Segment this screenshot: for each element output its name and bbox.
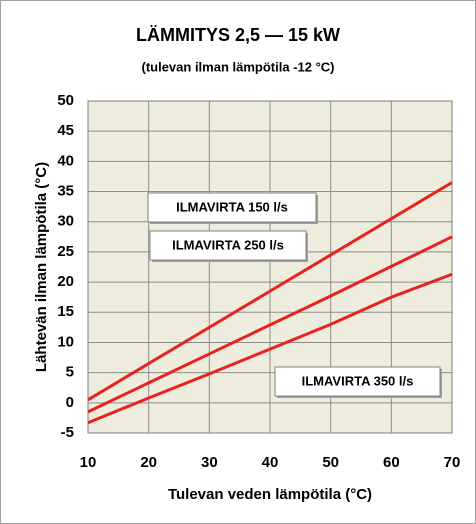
series-label-box xyxy=(274,366,441,397)
series-line xyxy=(87,181,453,402)
series-line xyxy=(87,235,453,414)
y-tick-label: 50 xyxy=(57,92,74,109)
chart-title: LÄMMITYS 2,5 — 15 kW xyxy=(136,25,340,45)
y-tick-label: 10 xyxy=(57,333,74,350)
plot-border xyxy=(87,100,453,434)
x-tick-label: 70 xyxy=(444,454,461,471)
series-label: ILMAVIRTA 150 l/s xyxy=(176,199,288,214)
x-axis-label: Tulevan veden lämpötila (°C) xyxy=(168,486,372,503)
x-tick-label: 40 xyxy=(262,454,279,471)
chart-subtitle: (tulevan ilman lämpötila -12 °C) xyxy=(141,59,334,74)
x-tick-label: 30 xyxy=(201,454,218,471)
y-tick-label: 15 xyxy=(57,303,74,320)
series-label: ILMAVIRTA 350 l/s xyxy=(302,373,414,388)
y-axis-label: Lähtevän ilman lämpötila (°C) xyxy=(33,162,50,372)
y-tick-label: 25 xyxy=(57,243,74,260)
y-tick-label: 0 xyxy=(66,394,74,411)
y-tick-label: 35 xyxy=(57,183,74,200)
x-tick-label: 20 xyxy=(140,454,157,471)
y-tick-label: 30 xyxy=(57,213,74,230)
y-tick-label: 45 xyxy=(57,122,74,139)
x-tick-label: 60 xyxy=(383,454,400,471)
y-tick-label: -5 xyxy=(61,424,74,441)
y-tick-label: 40 xyxy=(57,152,74,169)
y-tick-label: 20 xyxy=(57,273,74,290)
series-label-box xyxy=(147,192,317,223)
y-tick-label: 5 xyxy=(66,364,74,381)
x-tick-label: 10 xyxy=(80,454,97,471)
series-line xyxy=(87,272,453,425)
series-label-box xyxy=(149,230,307,261)
x-tick-label: 50 xyxy=(322,454,339,471)
series-label: ILMAVIRTA 250 l/s xyxy=(172,237,284,252)
